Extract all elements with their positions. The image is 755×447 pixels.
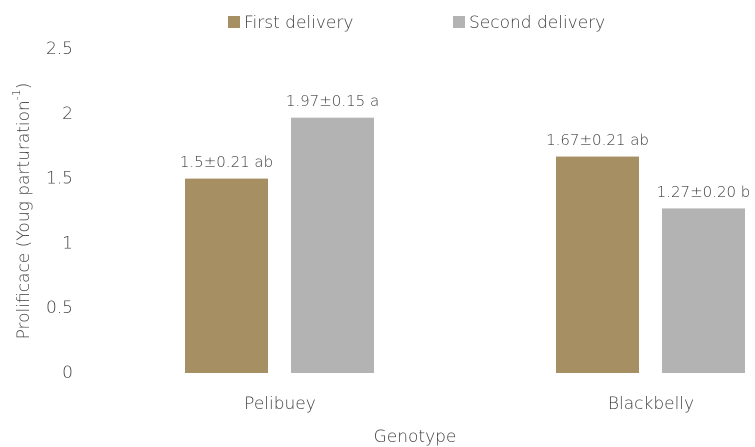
value-label: 1.27±0.20 b bbox=[657, 183, 751, 201]
y-axis-label-text: Prolificace (Youg parturation bbox=[14, 100, 34, 339]
y-tick-label: 2.5 bbox=[46, 39, 73, 59]
y-tick-label: 2 bbox=[62, 104, 73, 124]
legend-label: First delivery bbox=[244, 13, 353, 33]
y-tick-label: 0 bbox=[62, 363, 73, 383]
bar bbox=[291, 117, 374, 373]
x-axis-label: Genotype bbox=[374, 427, 457, 447]
bar bbox=[556, 156, 639, 373]
x-tick-label: Blackbelly bbox=[608, 394, 694, 414]
y-axis-label: Prolificace (Youg parturation-1) bbox=[10, 83, 34, 340]
bar bbox=[662, 208, 745, 373]
y-axis-label-close: ) bbox=[14, 83, 34, 90]
y-tick-label: 0.5 bbox=[46, 298, 73, 318]
y-tick-label: 1 bbox=[62, 233, 73, 253]
y-tick-label: 1.5 bbox=[46, 169, 73, 189]
x-tick-label: Pelibuey bbox=[244, 394, 316, 414]
value-label: 1.67±0.21 ab bbox=[546, 131, 649, 149]
value-label: 1.97±0.15 a bbox=[286, 92, 379, 110]
y-axis-label-sup: -1 bbox=[10, 89, 23, 100]
legend-swatch bbox=[228, 16, 240, 28]
value-label: 1.5±0.21 ab bbox=[180, 153, 273, 171]
bar bbox=[185, 178, 268, 373]
legend-swatch bbox=[453, 16, 465, 28]
legend-label: Second delivery bbox=[469, 13, 605, 33]
